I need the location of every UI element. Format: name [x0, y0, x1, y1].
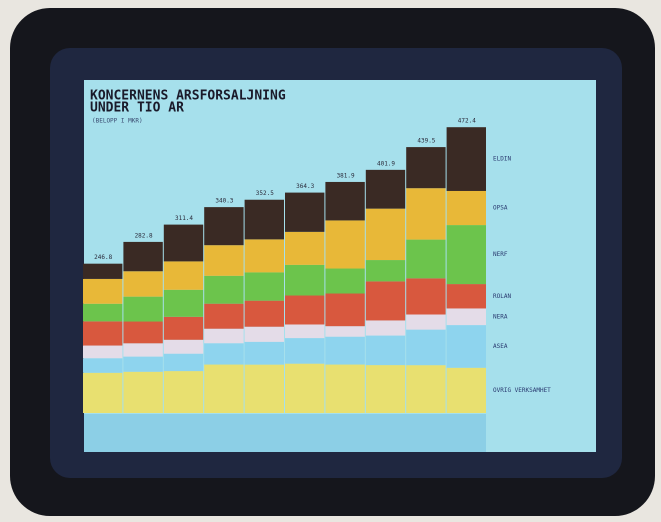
bar-segment [83, 358, 123, 373]
bar-segment [365, 260, 406, 282]
total-label: 381.9 [337, 172, 355, 179]
bar-segment [365, 281, 406, 321]
bar-segment [285, 264, 325, 296]
bar-segment [365, 320, 406, 336]
bar-segment [285, 295, 325, 325]
bar-segment [325, 268, 365, 294]
bar-segment [163, 371, 204, 413]
bar-segment [406, 239, 446, 279]
total-label: 340.3 [215, 198, 233, 205]
bar-segment [446, 225, 486, 285]
bar-segment [204, 303, 244, 329]
bar-segment [446, 127, 486, 191]
bar-segment [285, 338, 325, 364]
bar-segment [204, 275, 244, 304]
total-label: 364.3 [296, 183, 314, 190]
bar-segment [446, 190, 486, 226]
bar-segment [163, 316, 204, 340]
bar-segment [83, 372, 123, 413]
bar-segment [204, 328, 244, 344]
bar-segment [285, 363, 325, 413]
bar-segment [204, 343, 244, 365]
bar-segment [285, 231, 325, 265]
bar-segment [325, 220, 365, 269]
bar-segment [406, 314, 446, 330]
plot: 246.8 282.8 311.4 340.3 352.5 364.3 381.9 401.9… [83, 118, 551, 413]
bar-segment [123, 241, 163, 272]
total-label: 282.8 [135, 232, 153, 239]
bar-segment [123, 271, 163, 297]
total-label: 352.5 [256, 190, 274, 197]
bar-segment [285, 324, 325, 339]
bar-segment [365, 335, 406, 366]
bar-segment [406, 365, 446, 413]
bar-segment [123, 321, 163, 344]
legend-label: OVRIG VERKSAMHET [493, 387, 551, 394]
bar-segment [244, 239, 284, 273]
bar-segment [325, 326, 365, 337]
bar-segment [123, 296, 163, 322]
bar-segment [83, 263, 123, 279]
bar-segment [83, 278, 123, 304]
total-label: 401.9 [377, 160, 395, 167]
total-label: 246.8 [94, 254, 112, 261]
bar-segment [365, 169, 406, 209]
legend-label: ASEA [493, 343, 508, 350]
bar-segment [163, 224, 204, 262]
legend-label: OPSA [493, 205, 508, 212]
bar-segment [163, 289, 204, 317]
total-label: 472.4 [458, 118, 476, 125]
total-label: 439.5 [417, 138, 435, 145]
legend-label: NERF [493, 251, 508, 258]
bar-segment [163, 339, 204, 354]
bar-segment [204, 245, 244, 276]
bar-segment [83, 303, 123, 322]
chart-subtitle: (BELOPP I MKR) [92, 118, 143, 125]
legend-label: ROLAN [493, 293, 511, 300]
bar-segment [244, 364, 284, 413]
bar-segment [204, 207, 244, 246]
bar-segment [244, 341, 284, 365]
bar-segment [123, 371, 163, 413]
bar-segment [244, 199, 284, 240]
bar-segment [325, 364, 365, 413]
bar-segment [123, 343, 163, 357]
bar-segment [365, 365, 406, 413]
bar-segment [325, 336, 365, 365]
bar-segment [163, 353, 204, 372]
bar-segment [123, 356, 163, 372]
legend-label: ELDIN [493, 156, 511, 163]
chart-title: UNDER TIO AR [90, 101, 184, 116]
bar-segment [406, 278, 446, 315]
legend-label: NERA [493, 313, 508, 320]
bar-segment [204, 364, 244, 413]
bar-segment [244, 326, 284, 342]
bar-segment [446, 325, 486, 368]
bar-segment [446, 284, 486, 309]
bar-segment [285, 192, 325, 232]
bar-segment [325, 181, 365, 221]
bar-segment [406, 329, 446, 366]
bar-segment [83, 345, 123, 359]
bar-segment [163, 261, 204, 290]
bar-segment [406, 147, 446, 189]
floor [84, 414, 486, 452]
bar-segment [446, 367, 486, 413]
bar-segment [244, 300, 284, 327]
chart-title: KONCERNENS ARSFORSALJNING [90, 89, 286, 104]
total-label: 311.4 [175, 215, 193, 222]
bar-segment [325, 293, 365, 327]
bar-segment [244, 272, 284, 301]
bar-segment [83, 321, 123, 346]
bar-segment [406, 188, 446, 240]
bar-segment [446, 308, 486, 326]
bar-segment [365, 208, 406, 261]
